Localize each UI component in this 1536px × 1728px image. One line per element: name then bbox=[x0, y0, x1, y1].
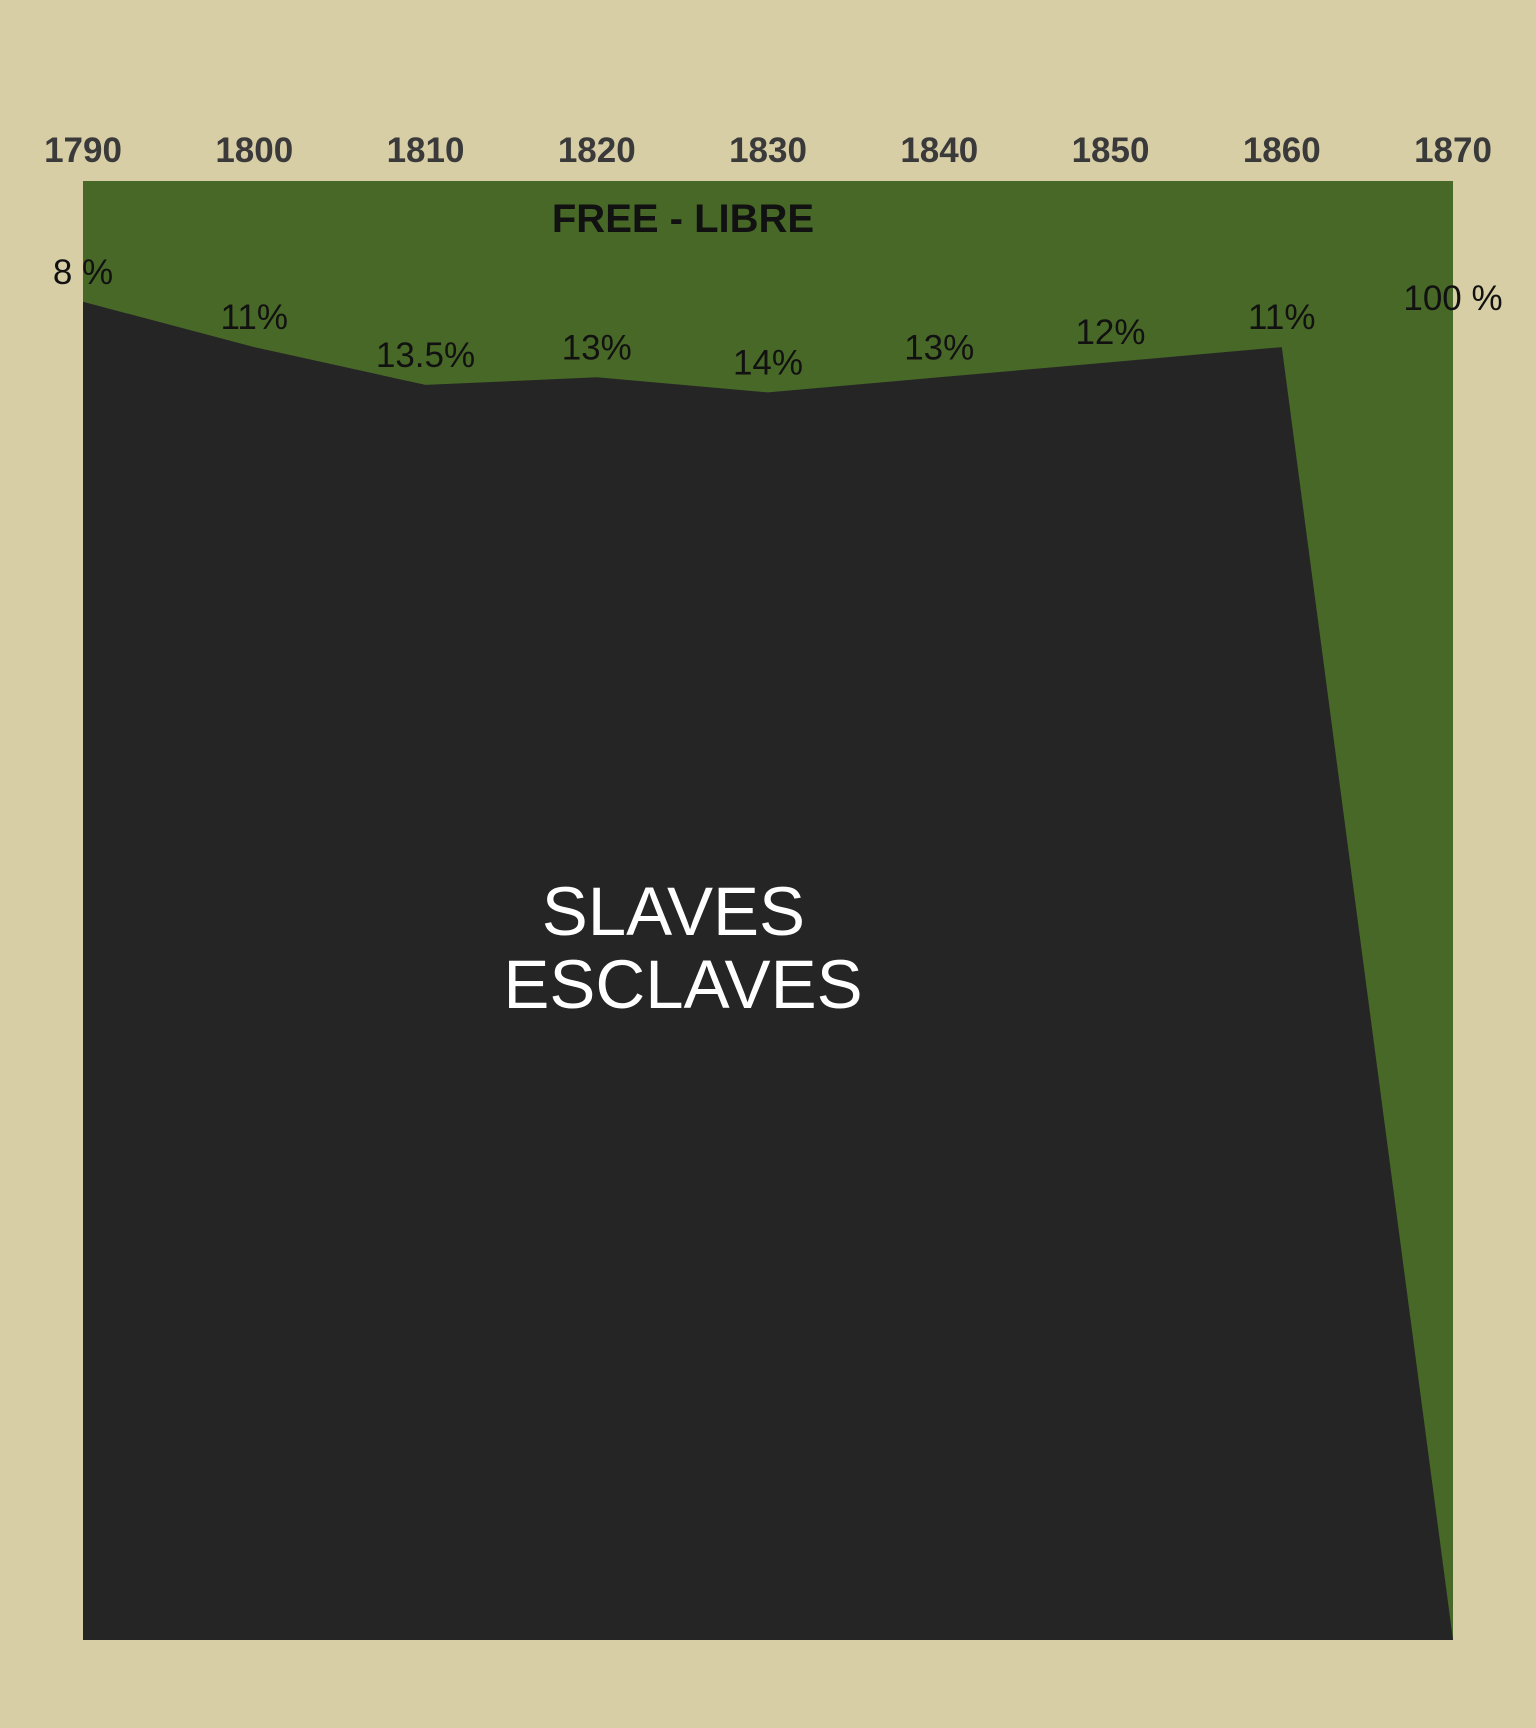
value-label: 11% bbox=[1248, 298, 1315, 337]
slaves-label-line-1: SLAVES bbox=[542, 873, 805, 950]
chart-areas bbox=[83, 181, 1453, 1640]
value-label: 13% bbox=[562, 328, 632, 367]
x-tick-label-1790: 1790 bbox=[44, 131, 122, 170]
value-labels: 8 % 11% 13.5% 13% 14% 13% 12% 11% 100 % bbox=[53, 253, 1503, 383]
value-label: 11% bbox=[221, 298, 288, 337]
value-label: 13% bbox=[904, 328, 974, 367]
x-tick-label-1870: 1870 bbox=[1414, 131, 1492, 170]
x-tick-label-1800: 1800 bbox=[215, 131, 293, 170]
slaves-label-line-2: ESCLAVES bbox=[503, 946, 862, 1023]
slaves-series-label: SLAVES ESCLAVES bbox=[503, 873, 862, 1023]
x-tick-label-1850: 1850 bbox=[1072, 131, 1150, 170]
value-label: 12% bbox=[1075, 313, 1145, 352]
x-tick-labels: 1790 1800 1810 1820 1830 1840 1850 1860 1870 bbox=[44, 131, 1492, 170]
x-tick-label-1830: 1830 bbox=[729, 131, 807, 170]
slaves-area bbox=[83, 301, 1453, 1640]
value-label: 100 % bbox=[1403, 279, 1502, 318]
value-label: 13.5% bbox=[376, 336, 475, 375]
x-tick-label-1810: 1810 bbox=[387, 131, 465, 170]
free-series-label: FREE - LIBRE bbox=[552, 197, 814, 241]
x-tick-label-1840: 1840 bbox=[900, 131, 978, 170]
value-label: 8 % bbox=[53, 253, 113, 292]
x-tick-label-1860: 1860 bbox=[1243, 131, 1321, 170]
x-tick-label-1820: 1820 bbox=[558, 131, 636, 170]
value-label: 14% bbox=[733, 343, 803, 382]
